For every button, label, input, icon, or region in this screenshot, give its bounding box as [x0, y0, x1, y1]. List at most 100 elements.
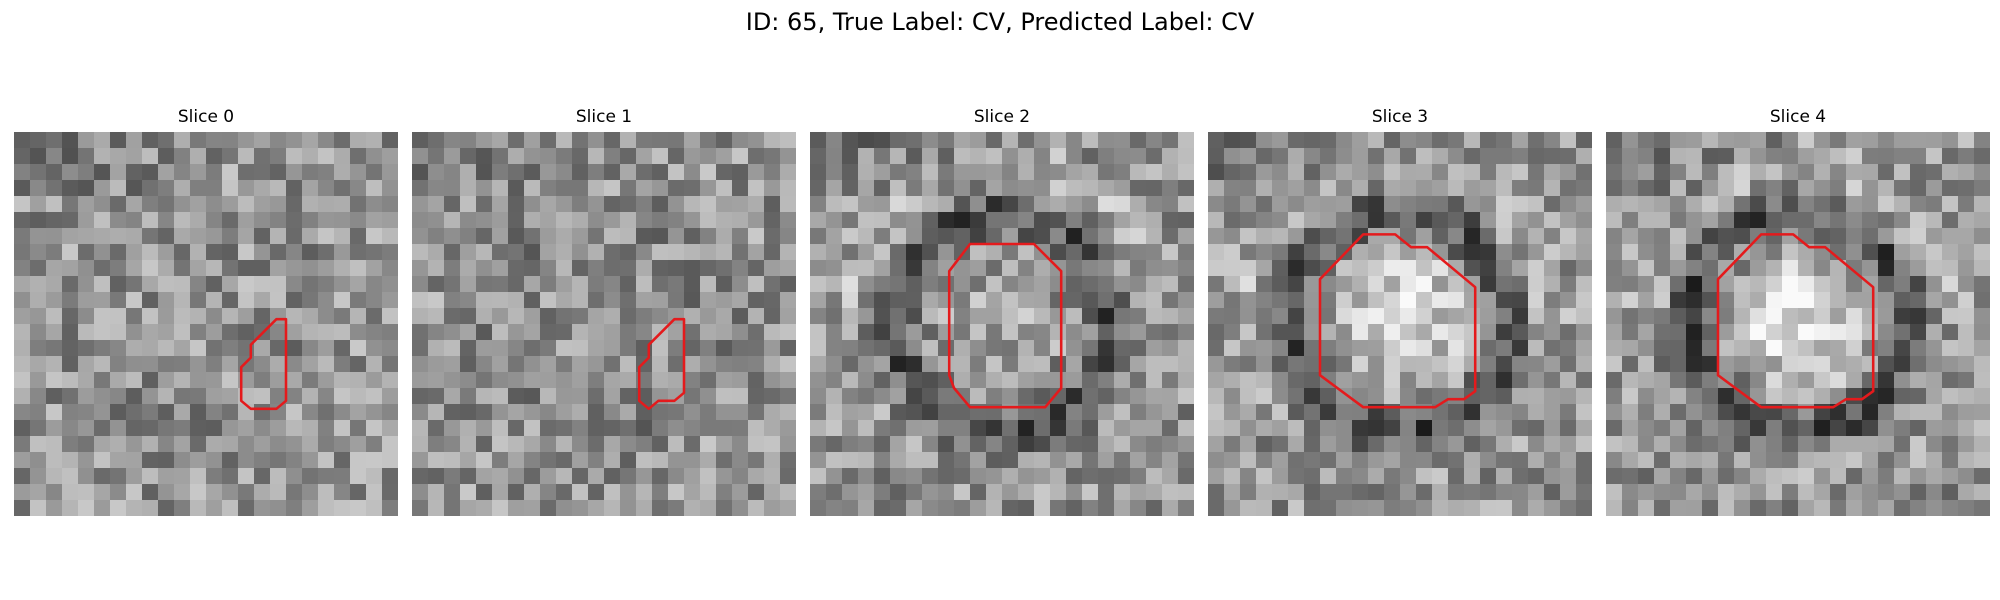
pixel-cell: [286, 372, 303, 389]
pixel-cell: [716, 292, 733, 309]
pixel-cell: [444, 500, 461, 516]
pixel-cell: [780, 308, 796, 325]
pixel-cell: [938, 500, 955, 516]
pixel-cell: [1384, 324, 1401, 341]
pixel-cell: [1544, 436, 1561, 453]
pixel-cell: [412, 356, 429, 373]
pixel-cell: [1622, 180, 1639, 197]
pixel-cell: [970, 388, 987, 405]
pixel-cell: [1512, 436, 1529, 453]
pixel-cell: [334, 132, 351, 149]
pixel-cell: [1240, 180, 1257, 197]
pixel-cell: [1082, 292, 1099, 309]
pixel-cell: [826, 452, 843, 469]
pixel-cell: [1224, 500, 1241, 516]
pixel-cell: [14, 212, 31, 229]
pixel-cell: [1178, 436, 1194, 453]
pixel-cell: [1750, 500, 1767, 516]
pixel-cell: [1606, 212, 1623, 229]
pixel-cell: [334, 420, 351, 437]
pixel-cell: [110, 260, 127, 277]
pixel-cell: [652, 212, 669, 229]
pixel-cell: [174, 452, 191, 469]
pixel-cell: [620, 308, 637, 325]
pixel-cell: [30, 500, 47, 516]
pixel-cell: [524, 132, 541, 149]
pixel-cell: [238, 324, 255, 341]
pixel-cell: [508, 356, 525, 373]
pixel-cell: [492, 340, 509, 357]
pixel-cell: [1622, 276, 1639, 293]
pixel-cell: [986, 340, 1003, 357]
pixel-cell: [428, 436, 445, 453]
pixel-cell: [906, 180, 923, 197]
pixel-cell: [1464, 228, 1481, 245]
pixel-cell: [1082, 484, 1099, 501]
pixel-cell: [1766, 452, 1783, 469]
pixel-cell: [1512, 420, 1529, 437]
pixel-cell: [1098, 388, 1115, 405]
pixel-cell: [412, 276, 429, 293]
pixel-cell: [826, 132, 843, 149]
pixel-cell: [62, 164, 79, 181]
pixel-cell: [938, 132, 955, 149]
pixel-cell: [1208, 356, 1225, 373]
pixel-cell: [1830, 356, 1847, 373]
pixel-cell: [46, 404, 63, 421]
pixel-cell: [350, 212, 367, 229]
pixel-cell: [1034, 260, 1051, 277]
pixel-cell: [1686, 244, 1703, 261]
pixel-cell: [78, 212, 95, 229]
pixel-cell: [126, 292, 143, 309]
pixel-cell: [508, 324, 525, 341]
pixel-cell: [810, 324, 827, 341]
pixel-cell: [1002, 164, 1019, 181]
pixel-cell: [476, 468, 493, 485]
pixel-cell: [684, 500, 701, 516]
pixel-cell: [1416, 324, 1433, 341]
pixel-cell: [1702, 308, 1719, 325]
pixel-cell: [334, 212, 351, 229]
pixel-cell: [716, 500, 733, 516]
pixel-cell: [1766, 468, 1783, 485]
pixel-cell: [460, 228, 477, 245]
pixel-cell: [1926, 292, 1943, 309]
pixel-cell: [270, 244, 287, 261]
pixel-cell: [1448, 340, 1465, 357]
pixel-cell: [94, 404, 111, 421]
pixel-cell: [748, 484, 765, 501]
pixel-cell: [1416, 196, 1433, 213]
pixel-cell: [350, 244, 367, 261]
pixel-cell: [652, 356, 669, 373]
pixel-cell: [604, 420, 621, 437]
pixel-cell: [1018, 196, 1035, 213]
pixel-cell: [254, 308, 271, 325]
pixel-cell: [412, 132, 429, 149]
pixel-cell: [1496, 132, 1513, 149]
pixel-cell: [668, 468, 685, 485]
pixel-cell: [764, 340, 781, 357]
pixel-cell: [1098, 340, 1115, 357]
pixel-cell: [1368, 388, 1385, 405]
pixel-cell: [970, 180, 987, 197]
pixel-cell: [1240, 484, 1257, 501]
pixel-cell: [94, 324, 111, 341]
pixel-cell: [222, 388, 239, 405]
pixel-cell: [1098, 452, 1115, 469]
pixel-cell: [906, 132, 923, 149]
pixel-cell: [842, 260, 859, 277]
pixel-cell: [1352, 260, 1369, 277]
pixel-cell: [1496, 484, 1513, 501]
pixel-cell: [1480, 372, 1497, 389]
pixel-cell: [970, 468, 987, 485]
pixel-cell: [222, 260, 239, 277]
pixel-cell: [668, 164, 685, 181]
pixel-cell: [1098, 276, 1115, 293]
pixel-cell: [1208, 260, 1225, 277]
pixel-cell: [1050, 340, 1067, 357]
pixel-cell: [890, 260, 907, 277]
pixel-cell: [1942, 132, 1959, 149]
pixel-cell: [1034, 180, 1051, 197]
pixel-cell: [382, 180, 398, 197]
pixel-cell: [1162, 260, 1179, 277]
